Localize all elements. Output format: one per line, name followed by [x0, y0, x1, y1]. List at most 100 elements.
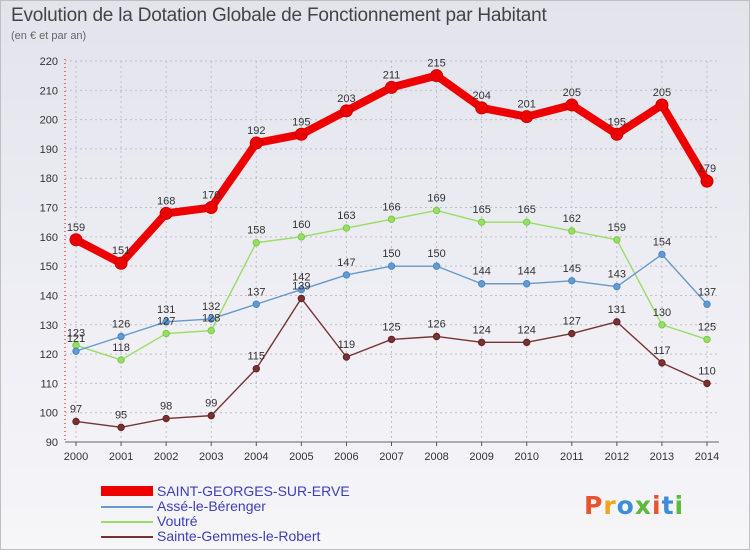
- data-label: 192: [247, 125, 265, 137]
- y-tick-label: 170: [40, 203, 58, 215]
- data-point: [114, 256, 128, 270]
- legend-item-sainte-gemmes: Sainte-Gemmes-le-Robert: [101, 528, 401, 545]
- data-label: 126: [112, 318, 130, 330]
- data-point: [249, 136, 263, 150]
- chart-subtitle: (en € et par an): [11, 30, 87, 42]
- data-label: 142: [292, 272, 310, 284]
- x-tick-label: 2006: [334, 451, 358, 463]
- data-label: 215: [427, 58, 445, 70]
- data-point: [432, 332, 441, 341]
- legend-label: Voutré: [157, 513, 198, 529]
- data-label: 151: [112, 245, 130, 257]
- data-point: [207, 411, 215, 420]
- data-label: 124: [518, 324, 536, 336]
- data-label: 126: [427, 318, 445, 330]
- x-tick-label: 2008: [424, 451, 448, 463]
- x-tick-label: 2001: [109, 451, 133, 463]
- data-label: 211: [383, 69, 401, 81]
- data-label: 166: [382, 201, 400, 213]
- data-point: [162, 414, 170, 423]
- x-tick-label: 2007: [379, 451, 403, 463]
- data-label: 143: [608, 269, 626, 281]
- data-point: [658, 359, 666, 367]
- data-label: 98: [160, 401, 172, 413]
- data-label: 168: [157, 195, 175, 207]
- proxiti-logo: Proxiti: [584, 491, 684, 520]
- data-point: [387, 262, 396, 270]
- legend-label: SAINT-GEORGES-SUR-ERVE: [157, 483, 350, 499]
- y-tick-label: 140: [40, 290, 58, 302]
- x-tick-label: 2003: [199, 451, 223, 463]
- label-layer: 159 151 168 170 192 195 203 211 215 204 201 205 195 2…: [67, 58, 716, 422]
- data-label: 115: [248, 351, 266, 363]
- data-point: [72, 417, 80, 426]
- x-tick-label: 2002: [154, 451, 178, 463]
- logo-letter: i: [652, 491, 662, 520]
- data-point: [117, 332, 125, 341]
- data-point: [162, 329, 170, 338]
- data-point: [72, 347, 80, 355]
- x-tick-label: 2009: [469, 451, 493, 463]
- data-label: 144: [518, 266, 536, 278]
- data-label: 137: [698, 286, 716, 298]
- data-label: 123: [67, 327, 85, 339]
- data-label: 154: [653, 236, 671, 248]
- data-point: [207, 315, 215, 323]
- data-point: [613, 236, 621, 244]
- y-tick-label: 110: [40, 378, 58, 390]
- data-point: [703, 335, 711, 344]
- data-label: 205: [653, 87, 671, 99]
- logo-letter: i: [674, 491, 685, 520]
- x-tick-label: 2013: [650, 451, 674, 463]
- data-point: [658, 250, 666, 259]
- data-label: 139: [292, 280, 310, 292]
- data-point: [477, 218, 486, 226]
- data-point: [69, 233, 83, 247]
- data-label: 127: [563, 316, 581, 328]
- y-tick-label: 90: [46, 437, 58, 449]
- data-label: 119: [338, 339, 356, 351]
- x-tick-label: 2000: [64, 451, 88, 463]
- data-point: [658, 321, 666, 329]
- data-point: [520, 110, 534, 124]
- series-line: [72, 71, 711, 268]
- legend-swatch: [101, 536, 153, 538]
- y-tick-label: 130: [40, 320, 58, 332]
- data-point: [252, 239, 260, 247]
- data-point: [162, 318, 170, 326]
- data-label: 205: [563, 87, 581, 99]
- data-label: 137: [247, 286, 265, 298]
- y-tick-label: 100: [40, 408, 58, 420]
- data-point: [568, 277, 576, 285]
- data-label: 201: [518, 99, 536, 111]
- data-point: [568, 227, 576, 235]
- x-tick-label: 2010: [514, 451, 538, 463]
- data-point: [610, 127, 624, 141]
- data-label: 117: [653, 345, 671, 357]
- data-point: [613, 318, 621, 326]
- data-point: [297, 285, 306, 294]
- legend-swatch: [101, 506, 153, 508]
- data-label: 195: [608, 116, 626, 128]
- data-label: 159: [608, 222, 626, 234]
- chart-title: Evolution de la Dotation Globale de Fonc…: [11, 5, 547, 26]
- data-label: 131: [608, 304, 626, 316]
- data-point: [430, 69, 444, 83]
- data-label: 163: [337, 210, 355, 222]
- data-point: [568, 329, 576, 338]
- data-point: [297, 294, 306, 303]
- data-point: [297, 233, 306, 241]
- data-point: [700, 174, 714, 188]
- x-tick-label: 2012: [605, 451, 629, 463]
- y-tick-label: 150: [40, 261, 58, 273]
- y-tick-label: 220: [40, 56, 58, 68]
- data-label: 162: [563, 213, 581, 225]
- data-point: [523, 280, 531, 288]
- data-label: 145: [563, 263, 581, 275]
- data-label: 195: [292, 116, 310, 128]
- x-tick-label: 2004: [244, 451, 268, 463]
- data-point: [655, 98, 669, 112]
- data-point: [432, 206, 441, 215]
- data-label: 125: [382, 321, 400, 333]
- data-label: 147: [337, 257, 355, 269]
